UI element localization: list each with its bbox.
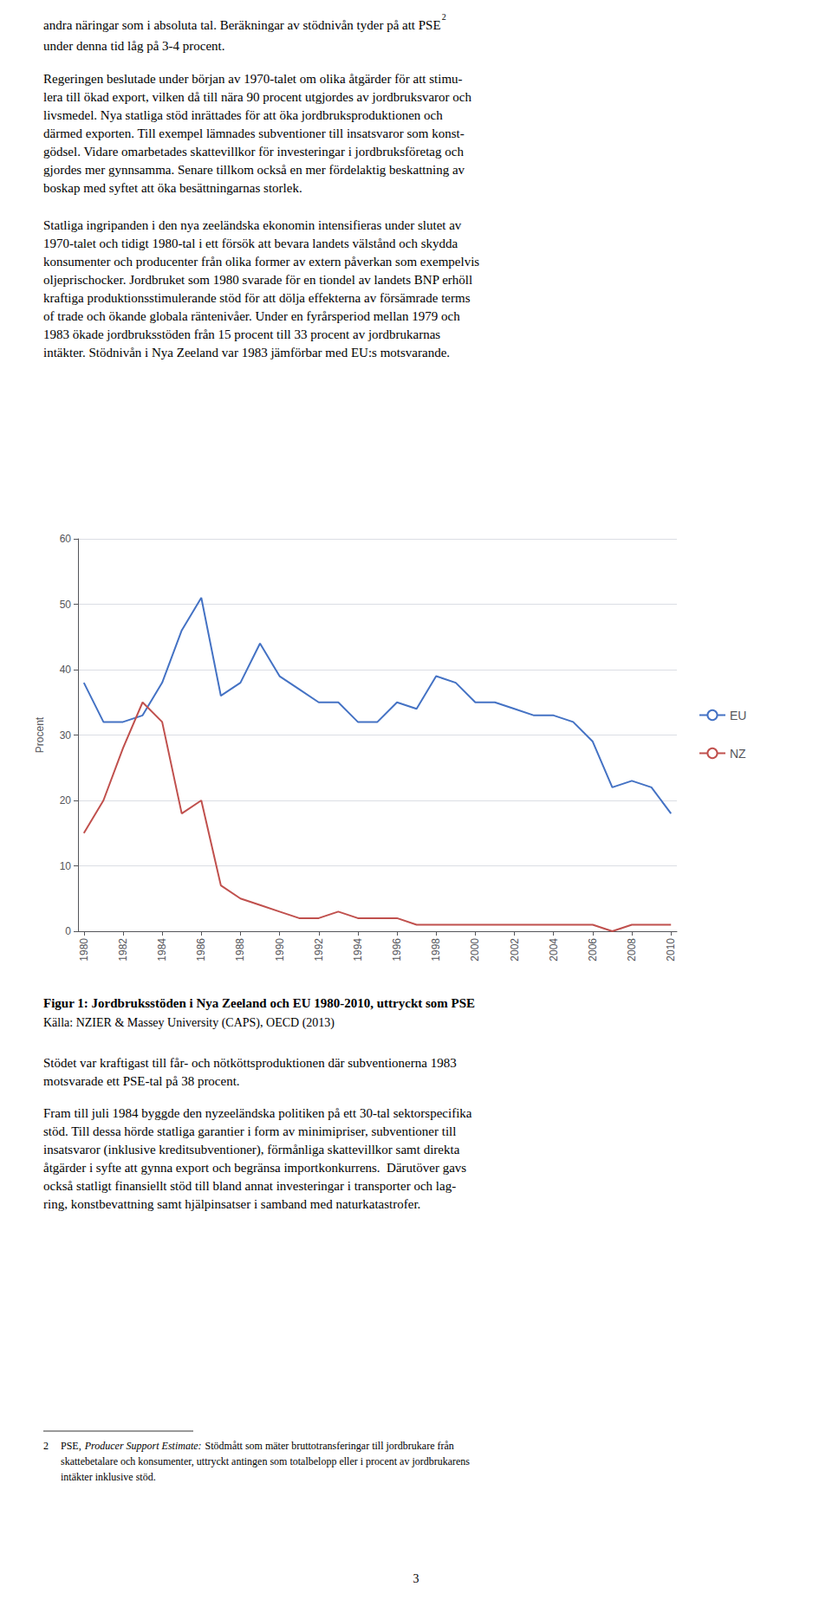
svg-text:ring, konstbevattning samt hjä: ring, konstbevattning samt hjälpinsatser… bbox=[43, 1197, 421, 1212]
svg-text:intäkter. Stödnivån i Nya Zeel: intäkter. Stödnivån i Nya Zeeland var 19… bbox=[43, 345, 450, 360]
svg-text:1982: 1982 bbox=[117, 938, 130, 962]
svg-text:Figur 1: Jordbruksstöden i Nya: Figur 1: Jordbruksstöden i Nya Zeeland o… bbox=[43, 996, 475, 1011]
svg-text:andra näringar som i absoluta: andra näringar som i absoluta tal. Beräk… bbox=[43, 18, 442, 33]
svg-text:åtgärder i syfte att gynna exp: åtgärder i syfte att gynna export och be… bbox=[43, 1161, 467, 1176]
svg-text:Stödet var kraftigast till får: Stödet var kraftigast till får- och nötk… bbox=[43, 1056, 457, 1071]
svg-text:1994: 1994 bbox=[351, 938, 364, 962]
svg-text:2008: 2008 bbox=[625, 938, 638, 962]
svg-text:skattebetalare och konsumenter: skattebetalare och konsumenter, uttryckt… bbox=[60, 1456, 470, 1469]
svg-text:Producer Support Estimate:: Producer Support Estimate: bbox=[84, 1440, 202, 1453]
svg-text:motsvarade ett PSE-tal på 38 p: motsvarade ett PSE-tal på 38 procent. bbox=[43, 1074, 241, 1089]
svg-text:gödsel. Vidare omarbetades ska: gödsel. Vidare omarbetades skattevillkor… bbox=[43, 144, 464, 159]
svg-text:Statliga ingripanden i den nya: Statliga ingripanden i den nya zeeländsk… bbox=[43, 218, 462, 233]
svg-text:lera till ökad export, vilken: lera till ökad export, vilken då till nä… bbox=[43, 90, 473, 104]
svg-text:1983 ökade jordbruksstöden frå: 1983 ökade jordbruksstöden från 15 proce… bbox=[43, 327, 441, 342]
svg-text:1998: 1998 bbox=[429, 938, 442, 962]
svg-text:40: 40 bbox=[59, 663, 72, 676]
svg-text:insatsvaror (inklusive kredits: insatsvaror (inklusive kreditsubventione… bbox=[43, 1143, 461, 1158]
svg-text:10: 10 bbox=[59, 860, 72, 873]
svg-text:1988: 1988 bbox=[234, 938, 247, 962]
svg-text:2002: 2002 bbox=[508, 938, 521, 962]
svg-text:NZ: NZ bbox=[729, 747, 747, 761]
svg-text:1992: 1992 bbox=[312, 938, 325, 962]
svg-text:därmed exporten. Till exempel: därmed exporten. Till exempel lämnades s… bbox=[43, 126, 465, 141]
svg-text:30: 30 bbox=[59, 729, 72, 742]
svg-text:1996: 1996 bbox=[390, 938, 403, 962]
svg-text:2004: 2004 bbox=[547, 938, 560, 962]
svg-text:2: 2 bbox=[43, 1440, 49, 1453]
svg-text:50: 50 bbox=[59, 598, 72, 611]
svg-text:gjordes mer gynnsamma. Senare: gjordes mer gynnsamma. Senare tillkom oc… bbox=[43, 162, 466, 177]
svg-text:Regeringen beslutade under bör: Regeringen beslutade under början av 197… bbox=[43, 71, 463, 86]
svg-text:of trade och ökande globala rä: of trade och ökande globala räntenivåer.… bbox=[43, 309, 461, 324]
svg-text:1986: 1986 bbox=[195, 938, 208, 962]
svg-text:1980: 1980 bbox=[78, 938, 91, 962]
svg-text:också statligt finansiellt stö: också statligt finansiellt stöd till bla… bbox=[43, 1179, 456, 1194]
svg-text:kraftiga produktionsstimuleran: kraftiga produktionsstimulerande stöd fö… bbox=[43, 291, 471, 306]
svg-text:stöd. Till dessa hörde statlig: stöd. Till dessa hörde statliga garantie… bbox=[43, 1124, 456, 1139]
svg-text:EU: EU bbox=[729, 708, 747, 723]
svg-text:2006: 2006 bbox=[586, 938, 599, 962]
svg-text:under denna tid låg på 3-4 pro: under denna tid låg på 3-4 procent. bbox=[43, 39, 226, 53]
svg-text:Stödmått som mäter bruttotrans: Stödmått som mäter bruttotransferingar t… bbox=[205, 1440, 455, 1453]
svg-text:PSE,: PSE, bbox=[60, 1440, 82, 1453]
svg-text:2010: 2010 bbox=[664, 938, 677, 962]
svg-text:intäkter inklusive stöd.: intäkter inklusive stöd. bbox=[60, 1471, 156, 1484]
svg-text:2: 2 bbox=[442, 12, 447, 22]
svg-text:1970-talet och tidigt 1980-tal: 1970-talet och tidigt 1980-tal i ett för… bbox=[43, 236, 459, 251]
svg-text:1990: 1990 bbox=[273, 938, 286, 962]
svg-text:Fram till juli 1984 byggde den: Fram till juli 1984 byggde den nyzeeländ… bbox=[43, 1106, 473, 1121]
svg-text:1984: 1984 bbox=[156, 938, 169, 962]
svg-text:Källa: NZIER & Massey Universi: Källa: NZIER & Massey University (CAPS),… bbox=[43, 1016, 335, 1031]
svg-text:konsumenter och producenter fr: konsumenter och producenter från olika f… bbox=[43, 254, 480, 269]
svg-text:3: 3 bbox=[413, 1573, 420, 1586]
svg-text:boskap med syftet att öka besä: boskap med syftet att öka besättningarna… bbox=[43, 181, 303, 195]
svg-text:60: 60 bbox=[59, 533, 72, 546]
svg-text:20: 20 bbox=[59, 794, 72, 807]
svg-text:oljeprischocker. Jordbruket so: oljeprischocker. Jordbruket som 1980 sva… bbox=[43, 273, 473, 287]
svg-text:livsmedel. Nya statliga stöd i: livsmedel. Nya statliga stöd inrättades … bbox=[43, 108, 443, 123]
svg-text:2000: 2000 bbox=[468, 938, 481, 962]
svg-text:Procent: Procent bbox=[33, 716, 46, 754]
svg-text:0: 0 bbox=[65, 925, 72, 938]
